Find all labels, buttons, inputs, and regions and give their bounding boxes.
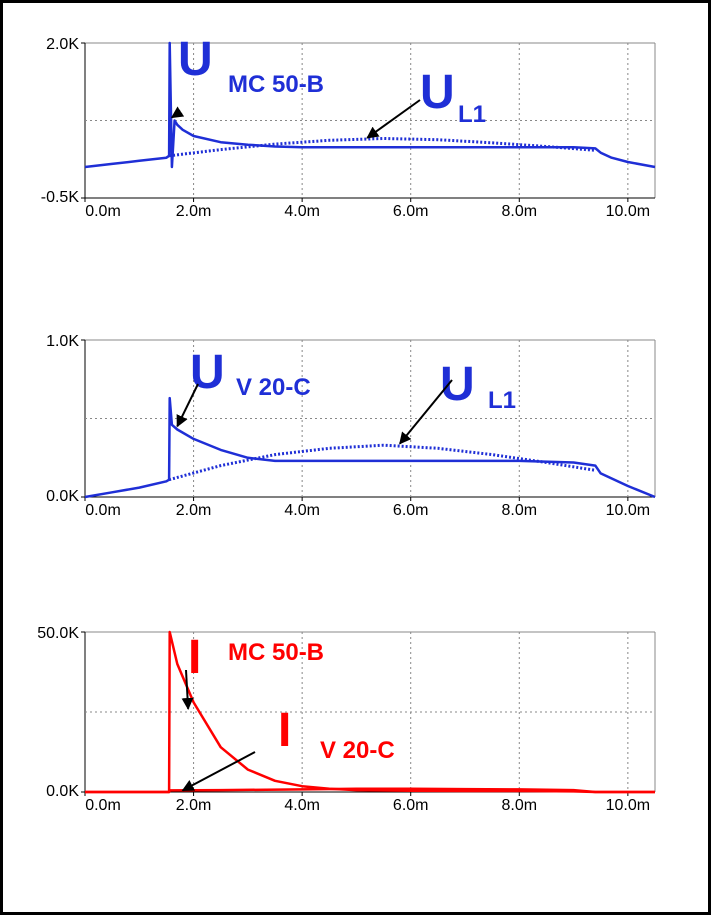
label-backdrop	[162, 38, 382, 100]
x-tick-label: 6.0m	[393, 502, 429, 519]
series-label-sub: MC 50-B	[228, 639, 324, 666]
annotation-arrow	[399, 379, 453, 445]
y-tick-label: 0.0K	[46, 783, 79, 800]
x-tick-label: 8.0m	[501, 203, 537, 220]
chart-panel-3: 0.0m 2.0m 4.0m 6.0m 8.0m 10.0m 50.0K 0.0K I MC 50…	[37, 610, 656, 814]
x-tick-label: 0.0m	[85, 797, 121, 814]
x-tick-label: 2.0m	[176, 502, 212, 519]
annotation-arrow	[170, 106, 185, 119]
chart-panel-1: 0.0m 2.0m 4.0m 6.0m 8.0m 10.0m 2.0K -0.5K U MC 50…	[41, 33, 656, 220]
annotation-arrow	[366, 99, 421, 139]
annotation-arrow	[176, 383, 199, 428]
x-tick-label: 4.0m	[284, 203, 320, 220]
x-tick-label: 10.0m	[606, 502, 650, 519]
x-tick-label: 8.0m	[501, 502, 537, 519]
series-label-main: I	[188, 631, 201, 684]
label-backdrop	[170, 330, 370, 400]
x-tick-label: 4.0m	[284, 797, 320, 814]
series-line-3-2	[85, 787, 655, 794]
label-backdrop	[420, 355, 560, 415]
label-backdrop	[175, 610, 405, 675]
y-tick-label: 2.0K	[46, 36, 79, 53]
series-line-3-1	[85, 630, 655, 794]
x-tick-label: 8.0m	[501, 797, 537, 814]
series-label-main: U	[420, 66, 455, 119]
y-tick-label: 0.0K	[46, 488, 79, 505]
series-line-2-1	[84, 396, 656, 499]
x-tick-label: 6.0m	[393, 797, 429, 814]
annotation-arrow	[181, 669, 194, 710]
y-tick-label: 50.0K	[37, 625, 79, 642]
x-tick-label: 10.0m	[606, 797, 650, 814]
series-label-main: U	[440, 358, 475, 411]
x-tick-label: 2.0m	[176, 203, 212, 220]
series-label-sub: V 20-C	[236, 374, 311, 401]
series-label-main: I	[278, 704, 291, 757]
x-tick-label: 0.0m	[85, 203, 121, 220]
chart-panel-2: 0.0m 2.0m 4.0m 6.0m 8.0m 10.0m 1.0K 0.0K U V 20-C…	[46, 330, 656, 519]
y-tick-label: -0.5K	[41, 189, 80, 206]
x-tick-label: 4.0m	[284, 502, 320, 519]
x-tick-label: 6.0m	[393, 203, 429, 220]
series-line-1-2	[168, 137, 596, 158]
x-tick-label: 0.0m	[85, 502, 121, 519]
series-line-2-2	[168, 443, 596, 482]
series-label-main: U	[178, 33, 213, 86]
series-label-sub: V 20-C	[320, 737, 395, 764]
y-tick-label: 1.0K	[46, 333, 79, 350]
series-label-sub: MC 50-B	[228, 71, 324, 98]
label-backdrop	[400, 88, 530, 138]
series-label-sub: L1	[458, 101, 486, 128]
x-tick-label: 10.0m	[606, 203, 650, 220]
series-label-sub: L1	[488, 387, 516, 414]
annotation-arrow	[181, 751, 256, 792]
label-backdrop	[258, 700, 498, 775]
x-tick-label: 2.0m	[176, 797, 212, 814]
